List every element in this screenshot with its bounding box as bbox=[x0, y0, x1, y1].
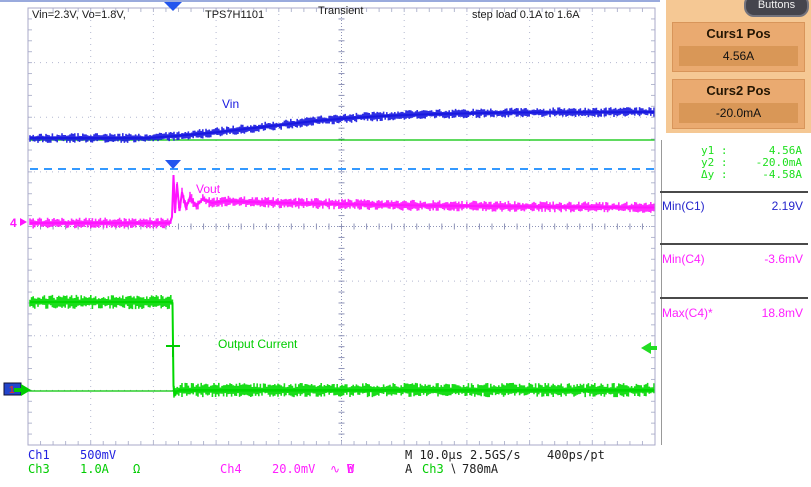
ch3-name: Ch3 bbox=[28, 462, 50, 476]
annotation-conditions: Vin=2.3V, Vo=1.8V, bbox=[32, 9, 126, 21]
ch1-scale: 500mV bbox=[80, 448, 117, 462]
annotation-device: TPS7H1101 bbox=[205, 9, 264, 21]
vout-trace-label: Vout bbox=[196, 182, 221, 196]
output-current-trace-label: Output Current bbox=[218, 337, 298, 351]
y1-value: 4.56A bbox=[768, 144, 802, 157]
ground-marker-cluster[interactable]: 1 bbox=[3, 382, 31, 396]
ch3-ground-arrow-icon bbox=[21, 384, 31, 396]
max-c4-label: Max(C4)* bbox=[662, 306, 713, 320]
ch1-ground-marker-label: 1 bbox=[9, 385, 15, 396]
min-c1-value: 2.19V bbox=[771, 199, 803, 213]
trigger-level-arrow-tail bbox=[651, 346, 657, 350]
measurement-separator bbox=[660, 297, 808, 299]
waveform-display: Vin=2.3V, Vo=1.8V, TPS7H1101 Transient s… bbox=[0, 0, 660, 446]
measurement-panel-divider bbox=[661, 140, 662, 445]
ch4-reference-arrow-icon bbox=[20, 218, 27, 226]
ch3-iout-trace bbox=[30, 301, 655, 397]
ch4-scale: 20.0mV bbox=[272, 462, 316, 476]
sample-resolution: 400ps/pt bbox=[547, 448, 605, 462]
trigger-level-marker-icon[interactable] bbox=[165, 160, 181, 169]
cursor2-position-control[interactable]: Curs2 Pos -20.0mA bbox=[672, 79, 805, 129]
ch4-name: Ch4 bbox=[220, 462, 242, 476]
cursor1-title: Curs1 Pos bbox=[706, 26, 771, 41]
y2-value: -20.0mA bbox=[755, 156, 802, 169]
min-c1-label: Min(C1) bbox=[662, 199, 705, 213]
y1-label: y1 : bbox=[701, 144, 728, 157]
trigger-slope-icon: ∖ bbox=[449, 462, 457, 476]
dy-label: Δy : bbox=[701, 168, 728, 181]
ch4-reference-marker[interactable]: 4 bbox=[10, 216, 17, 230]
trigger-position-marker-icon[interactable] bbox=[164, 2, 182, 11]
trigger-t-mark-icon bbox=[166, 345, 180, 357]
graticule bbox=[27, 7, 656, 446]
cursor-y1-row: y1 : 4.56A bbox=[663, 144, 808, 157]
max-c4-value: 18.8mV bbox=[761, 306, 803, 320]
annotation-mode: Transient bbox=[318, 5, 363, 17]
annotation-step-load: step load 0.1A to 1.6A bbox=[472, 9, 580, 21]
trigger-level-arrow-icon[interactable] bbox=[641, 342, 651, 354]
trigger-source: Ch3 bbox=[422, 462, 444, 476]
cursor-readout-block: y1 : 4.56A y2 : -20.0mA Δy : -4.58A bbox=[663, 144, 808, 181]
trigger-level-readout: 780mA bbox=[462, 462, 499, 476]
y2-label: y2 : bbox=[701, 156, 728, 169]
trigger-prefix: A bbox=[405, 462, 413, 476]
buttons-button[interactable]: Buttons bbox=[744, 0, 809, 17]
ch1-vin-trace bbox=[30, 111, 656, 139]
measurement-separator bbox=[660, 191, 808, 193]
ch1-name: Ch1 bbox=[28, 448, 50, 462]
min-c4-value: -3.6mV bbox=[764, 252, 803, 266]
ch3-coupling-icon: Ω bbox=[133, 462, 141, 476]
dy-value: -4.58A bbox=[762, 168, 802, 181]
trace-layer bbox=[26, 107, 656, 398]
cursor-y2-row: y2 : -20.0mA bbox=[663, 156, 808, 169]
graticule-border bbox=[27, 7, 656, 446]
ch4-coupling-icon: ∿ bbox=[330, 462, 341, 476]
ch3-scale: 1.0A bbox=[80, 462, 109, 476]
min-c4-label: Min(C4) bbox=[662, 252, 705, 266]
cursor-dy-row: Δy : -4.58A bbox=[663, 168, 808, 181]
timebase-readout: M 10.0µs 2.5GS/s bbox=[405, 448, 521, 462]
ch4-vout-trace bbox=[30, 174, 656, 224]
ch3-ground-arrow-tail bbox=[14, 388, 22, 392]
vin-trace-label: Vin bbox=[222, 97, 239, 111]
cursor2-title: Curs2 Pos bbox=[706, 83, 771, 98]
measurement-separator bbox=[660, 243, 808, 245]
cursor1-position-control[interactable]: Curs1 Pos 4.56A bbox=[672, 22, 805, 72]
cursor1-value-field[interactable]: 4.56A bbox=[679, 46, 798, 66]
cursor2-value-field[interactable]: -20.0mA bbox=[679, 103, 798, 123]
